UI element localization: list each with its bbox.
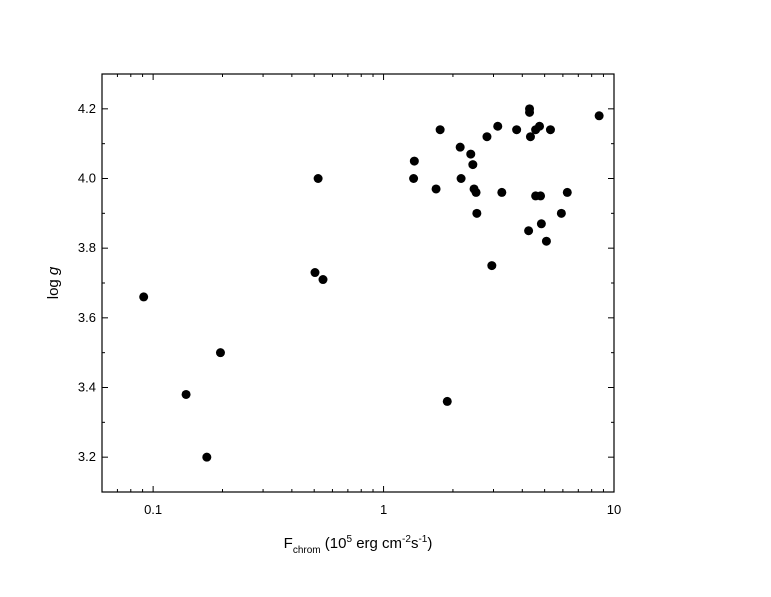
point: [202, 452, 212, 462]
point: [435, 125, 445, 135]
point: [318, 275, 328, 285]
x-axis-label-part: ): [427, 535, 432, 552]
point: [525, 132, 535, 142]
y-tick-label: 3.2: [78, 449, 96, 464]
y-tick-label: 4.2: [78, 101, 96, 116]
x-axis-label-part: -1: [418, 534, 427, 545]
point: [556, 208, 566, 218]
x-axis-label-part: chrom: [293, 545, 321, 556]
point: [471, 187, 481, 197]
point: [442, 396, 452, 406]
y-tick-label: 4.0: [78, 171, 96, 186]
x-tick-label: 1: [380, 502, 387, 517]
point: [431, 184, 441, 194]
x-axis-label-part: -2: [402, 534, 411, 545]
point: [512, 125, 522, 135]
x-axis-label-part: erg cm: [352, 535, 402, 552]
point: [139, 292, 149, 302]
y-axis-label-part: log: [45, 275, 62, 299]
point: [487, 261, 497, 271]
x-axis-label-part: (10: [321, 535, 347, 552]
x-axis-label-part: s: [411, 535, 419, 552]
point: [313, 174, 323, 183]
point: [524, 226, 534, 236]
point: [497, 187, 507, 197]
point: [594, 111, 604, 121]
point: [536, 219, 546, 229]
y-tick-label: 3.8: [78, 240, 96, 255]
point: [525, 107, 535, 117]
x-axis-label-part: 5: [346, 534, 352, 545]
plot-frame: [101, 73, 615, 493]
point: [215, 348, 225, 358]
point: [468, 160, 478, 170]
point: [482, 132, 492, 142]
point: [493, 121, 503, 131]
point: [562, 187, 572, 197]
y-axis-label: log g: [45, 266, 62, 299]
x-axis-label-part: F: [284, 535, 293, 552]
point: [409, 156, 419, 166]
point: [466, 149, 476, 159]
y-axis-label-part: g: [45, 266, 62, 275]
y-tick-label: 3.6: [78, 310, 96, 325]
point: [536, 191, 546, 201]
point: [409, 174, 419, 183]
point: [541, 236, 551, 246]
x-tick-label: 10: [607, 502, 621, 517]
point: [456, 174, 466, 183]
point: [472, 208, 482, 218]
point: [181, 389, 191, 399]
y-tick-label: 3.4: [78, 380, 96, 395]
point: [534, 121, 544, 131]
point: [455, 142, 465, 152]
x-axis-label: Fchrom (105 erg cm-2s-1): [284, 534, 433, 556]
point: [545, 125, 555, 135]
point: [310, 268, 320, 278]
x-tick-label: 0.1: [144, 502, 162, 517]
